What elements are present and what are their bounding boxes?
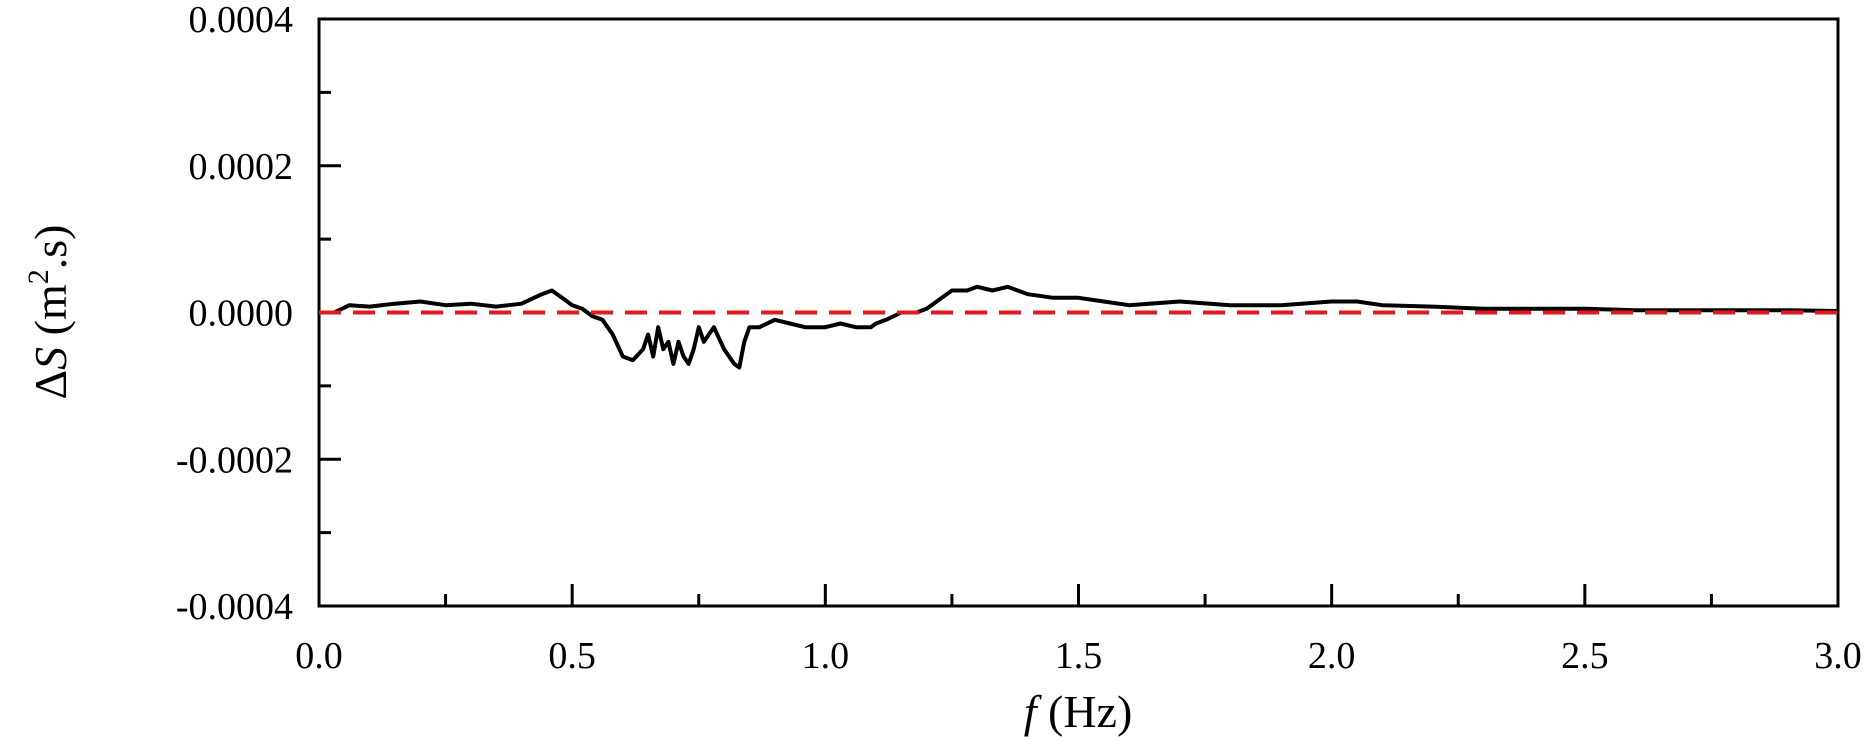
y-axis-unit-superscript: 2 [22, 269, 55, 284]
axis-ticks [317, 17, 1840, 608]
y-tick-label: 0.0000 [189, 293, 294, 335]
delta-s-series-line [319, 284, 1839, 370]
x-tick-label: 2.0 [1308, 635, 1356, 677]
axis-tick-labels: 0.0 0.5 1.0 1.5 2.0 2.5 3.0 0.0004 0.0002 0.0000 -… [176, 0, 1862, 677]
x-tick-label: 0.5 [548, 635, 596, 677]
x-axis-title: f (Hz) [1024, 686, 1133, 737]
y-axis-variable: S [25, 347, 76, 370]
y-tick-label: 0.0004 [189, 0, 294, 41]
x-tick-label: 1.5 [1055, 635, 1103, 677]
y-tick-label: 0.0002 [189, 146, 294, 188]
y-axis-title: ΔS (m2.s) [22, 225, 76, 400]
y-tick-label: -0.0004 [176, 586, 293, 628]
y-axis-delta: Δ [25, 370, 76, 400]
x-tick-label: 2.5 [1561, 635, 1609, 677]
y-axis-unit: (m [25, 284, 76, 347]
x-axis-unit: (Hz) [1037, 686, 1133, 737]
chart-series [319, 284, 1839, 370]
x-tick-label: 3.0 [1814, 635, 1862, 677]
x-tick-label: 0.0 [295, 635, 343, 677]
y-axis-unit-tail: .s) [25, 225, 76, 270]
x-tick-label: 1.0 [802, 635, 850, 677]
y-tick-label: -0.0002 [176, 439, 293, 481]
